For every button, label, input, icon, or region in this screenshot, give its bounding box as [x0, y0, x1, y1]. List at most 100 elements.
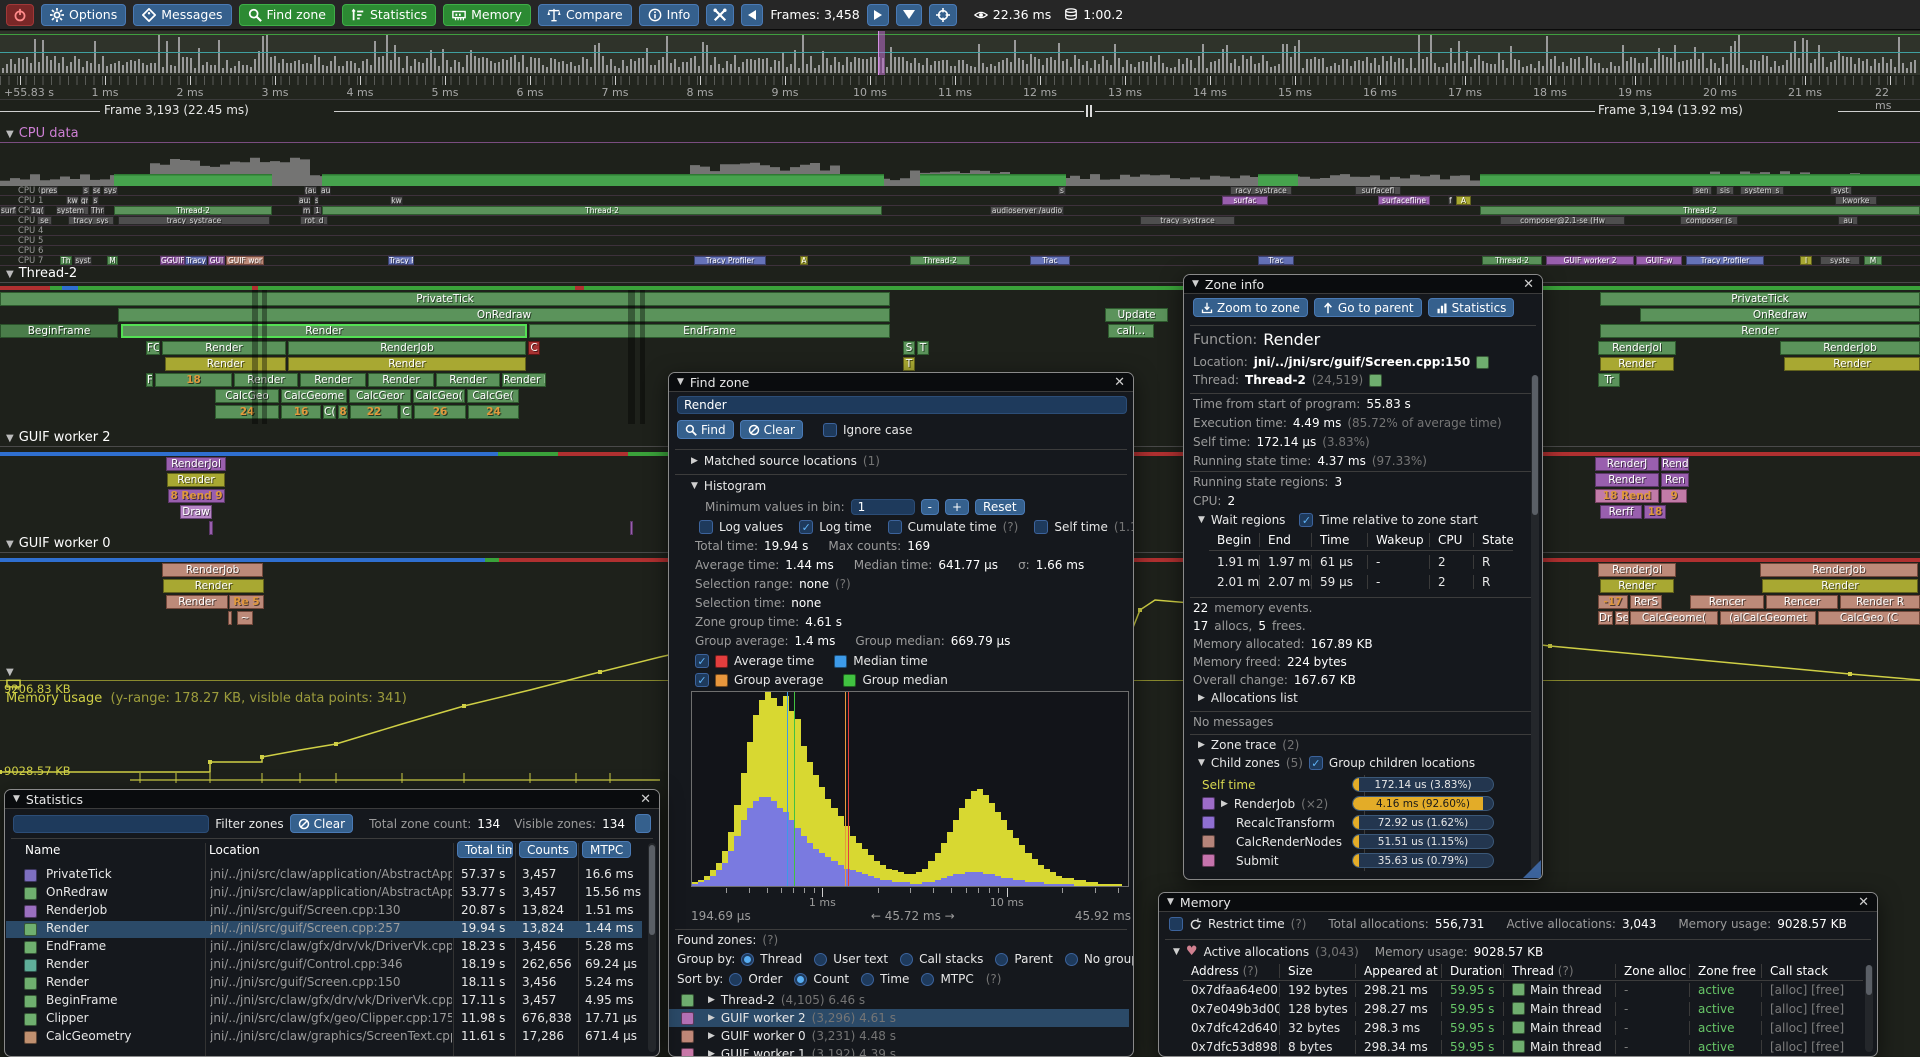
stats-clear-button[interactable]: Clear [289, 814, 354, 833]
matched-source-locations[interactable]: ▶ Matched source locations (1) [691, 454, 880, 468]
statistics-row[interactable]: Render jni/../jni/src/guif/Screen.cpp:25… [6, 921, 642, 938]
sort-counts-button[interactable]: Counts [519, 841, 577, 858]
zone-trace-toggle[interactable]: ▶ Zone trace (2) [1198, 738, 1300, 752]
timeline-zone[interactable]: ~ [237, 611, 253, 625]
cpu-zone[interactable]: l [1800, 256, 1812, 265]
timeline-zone[interactable]: Render [368, 373, 434, 387]
timeline-zone[interactable]: Render F [502, 373, 546, 387]
count-radio[interactable] [794, 972, 808, 986]
close-icon[interactable]: ✕ [1114, 374, 1125, 390]
statistics-row[interactable]: Clipper jni/../jni/src/claw/gfx/geo/Clip… [6, 1011, 642, 1028]
ignore-case-checkbox[interactable] [822, 422, 837, 437]
cpu-zone[interactable]: Tracy Profiler [1686, 256, 1764, 265]
memory-scrollbar[interactable] [1865, 965, 1873, 1052]
go-to-parent-button[interactable]: Go to parent [1313, 298, 1422, 317]
allocation-row[interactable]: 0x7dfc53d898 8 bytes 298.34 ms 59.95 s Main … [1183, 1040, 1863, 1054]
thread-value[interactable]: Thread-2 [1245, 373, 1306, 387]
timeline-zone[interactable]: Render [234, 373, 298, 387]
cpu-zone[interactable]: f [1448, 196, 1453, 205]
timeline-zone[interactable]: Render [1784, 357, 1920, 371]
cpu-zone[interactable]: syst [74, 256, 92, 265]
next-frame-button[interactable] [866, 3, 889, 26]
reset-button[interactable]: Reset [975, 499, 1025, 515]
cut-button[interactable] [635, 814, 651, 833]
cpu-zone[interactable]: Tracy Profiler [694, 256, 766, 265]
timeline-zone[interactable]: call… [1108, 324, 1154, 338]
timeline-zone[interactable]: Draw [180, 505, 212, 519]
timeline-zone[interactable]: Rencer [1766, 595, 1838, 609]
cpu-zone[interactable]: rot_d [300, 216, 328, 225]
timeline-zone[interactable]: Rerff [1600, 505, 1642, 519]
timeline-zone[interactable]: Render [1762, 579, 1918, 593]
allocations-list-toggle[interactable]: ▶ Allocations list [1198, 691, 1298, 705]
memory-title-bar[interactable]: ▼ Memory ✕ [1159, 893, 1877, 912]
zone-statistics-button[interactable]: Statistics [1427, 298, 1515, 317]
timeline-zone[interactable]: 16 [281, 405, 321, 419]
cpu-zone[interactable]: sen [1692, 186, 1712, 195]
wait-regions-toggle[interactable]: ▼ Wait regions ✓ Time relative to zone st… [1198, 513, 1478, 527]
timeline-zone[interactable]: Rencer [1690, 595, 1764, 609]
cpu-zone[interactable]: system_se [56, 206, 89, 215]
messages-button[interactable]: Messages [133, 3, 232, 26]
cpu-zone[interactable]: M [1864, 256, 1882, 265]
timeline-zone[interactable]: RenderJob [288, 341, 526, 355]
frame-marker[interactable] [878, 31, 885, 75]
timeline-zone[interactable]: PrivateTick [0, 292, 890, 306]
timeline-zone[interactable]: Render R [1840, 595, 1920, 609]
cpu-zone[interactable]: surfacefline [1378, 196, 1430, 205]
cpu-zone[interactable]: kw [66, 196, 79, 205]
filter-zones-input[interactable] [13, 814, 210, 833]
timeline-zone[interactable]: CalcGe( [467, 389, 519, 403]
frame-markers-row[interactable]: Frame 3,193 (22.45 ms) Frame 3,194 (13.9… [0, 100, 1920, 122]
statistics-row[interactable]: OnRedraw jni/../jni/src/claw/application… [6, 885, 642, 902]
timeline-zone[interactable]: RenderJol [166, 457, 226, 471]
cpu-zone[interactable]: surfac [1222, 196, 1268, 205]
timeline-zone[interactable]: (alCalcGeomet [1720, 611, 1816, 625]
cpu-zone[interactable]: Thre [90, 206, 105, 215]
cpu-zone[interactable]: Tracy P [388, 256, 414, 265]
cpu-zone[interactable]: Trac [1258, 256, 1294, 265]
options-button[interactable]: Options [41, 3, 127, 26]
timeline-zone[interactable]: Sel [1615, 611, 1629, 625]
statistics-row[interactable]: RenderJob jni/../jni/src/guif/Screen.cpp… [6, 903, 642, 920]
active-allocations-toggle[interactable]: ▼ ♥ Active allocations (3,043) Memory us… [1173, 944, 1544, 959]
cpu-zone[interactable]: se [92, 186, 101, 195]
statistics-row[interactable]: BeginFrame jni/../jni/src/claw/gfx/drv/v… [6, 993, 642, 1010]
cpu-zone[interactable]: gm [80, 196, 89, 205]
thread-header-thread-2[interactable]: ▼ Thread-2 [0, 266, 1920, 283]
timeline-zone[interactable]: Render [166, 595, 228, 609]
timeline-zone[interactable]: F [146, 373, 153, 387]
cpu-zone[interactable]: Thread-2 [114, 206, 272, 215]
timeline-zone[interactable] [209, 521, 213, 535]
find-button[interactable]: Find [677, 420, 734, 439]
timeline-zone[interactable]: T [917, 341, 929, 355]
cpu-zone[interactable]: kworke [1835, 196, 1877, 205]
resize-grip[interactable] [1523, 860, 1541, 878]
timeline-zone[interactable]: Rend [1661, 457, 1689, 471]
statistics-row[interactable]: CalcGeometry jni/../jni/src/claw/graphic… [6, 1029, 642, 1046]
cpu-zone[interactable]: composer@2.1-se (Hw [1500, 216, 1625, 225]
timeline-zone[interactable]: 8 Rend 9 [168, 489, 225, 503]
cpu-zone[interactable]: audioserver /audio [990, 206, 1064, 215]
timeline-zone[interactable]: Render [1600, 579, 1674, 593]
timeline-zone[interactable]: Render [162, 341, 286, 355]
info-button[interactable]: Info [638, 3, 700, 26]
thread-radio[interactable] [741, 952, 755, 966]
timeline-zone[interactable]: FC [146, 341, 160, 355]
statistics-row[interactable]: Render jni/../jni/src/guif/Screen.cpp:15… [6, 975, 642, 992]
timeline-zone[interactable]: Render [163, 579, 264, 593]
timeline-zone[interactable]: OnRedraw [1640, 308, 1920, 322]
child-zone-row[interactable]: CalcRenderNodes 51.51 us (1.15%) [1202, 833, 1494, 850]
cpu-zone[interactable]: (au [304, 186, 317, 195]
child-zone-row[interactable]: Submit 35.63 us (0.79%) [1202, 852, 1494, 869]
timeline-zone[interactable]: C [400, 405, 412, 419]
cpu-zone[interactable]: GUIF worker 2 [1546, 256, 1634, 265]
log-time-checkbox[interactable]: ✓ [799, 520, 814, 534]
cpu-zone[interactable]: GUIF-w [1636, 256, 1682, 265]
timeline-zone[interactable]: Render [167, 473, 225, 487]
timeline-zone[interactable]: 22 [350, 405, 398, 419]
found-zone-group[interactable]: ▶ Thread-2 (4,105) 6.46 s [669, 991, 1129, 1009]
cpu-zone[interactable]: s [92, 196, 99, 205]
timeline-zone[interactable]: Dra [1598, 611, 1613, 625]
call-stacks-radio[interactable] [900, 952, 914, 966]
